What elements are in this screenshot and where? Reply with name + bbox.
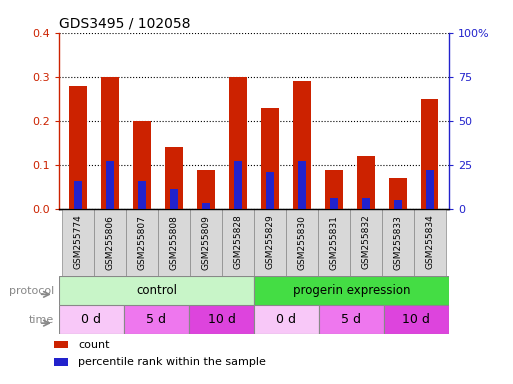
Text: GSM255834: GSM255834 bbox=[425, 215, 434, 270]
Bar bbox=[62, 209, 94, 276]
Bar bbox=[59, 305, 124, 334]
Bar bbox=[254, 209, 286, 276]
Text: 0 d: 0 d bbox=[82, 313, 102, 326]
Text: GSM255830: GSM255830 bbox=[298, 215, 306, 270]
Bar bbox=[382, 209, 413, 276]
Text: 10 d: 10 d bbox=[402, 313, 430, 326]
Text: count: count bbox=[78, 340, 110, 350]
Bar bbox=[126, 209, 158, 276]
Text: GSM255806: GSM255806 bbox=[106, 215, 114, 270]
Text: 5 d: 5 d bbox=[342, 313, 361, 326]
Text: GSM255828: GSM255828 bbox=[233, 215, 243, 270]
Bar bbox=[426, 170, 433, 209]
Bar bbox=[94, 209, 126, 276]
Bar bbox=[330, 198, 338, 209]
Bar bbox=[158, 209, 190, 276]
Text: progerin expression: progerin expression bbox=[292, 285, 410, 297]
Bar bbox=[190, 209, 222, 276]
Bar bbox=[384, 305, 449, 334]
Bar bbox=[413, 209, 446, 276]
Bar bbox=[189, 305, 254, 334]
Text: GSM255808: GSM255808 bbox=[169, 215, 179, 270]
Bar bbox=[362, 198, 370, 209]
Text: time: time bbox=[29, 314, 54, 325]
Bar bbox=[54, 341, 69, 349]
Bar bbox=[133, 121, 151, 209]
Bar bbox=[102, 77, 119, 209]
Bar bbox=[59, 276, 254, 305]
Bar bbox=[254, 305, 319, 334]
Bar bbox=[261, 108, 279, 209]
Text: GSM255829: GSM255829 bbox=[265, 215, 274, 270]
Bar bbox=[421, 99, 439, 209]
Text: control: control bbox=[136, 285, 177, 297]
Bar bbox=[298, 161, 306, 209]
Text: 0 d: 0 d bbox=[277, 313, 297, 326]
Bar bbox=[138, 180, 146, 209]
Text: protocol: protocol bbox=[9, 286, 54, 296]
Text: GSM255774: GSM255774 bbox=[74, 215, 83, 270]
Bar bbox=[124, 305, 189, 334]
Bar bbox=[165, 147, 183, 209]
Bar bbox=[254, 276, 449, 305]
Bar bbox=[202, 203, 210, 209]
Bar bbox=[54, 359, 69, 366]
Bar bbox=[389, 179, 406, 209]
Bar bbox=[325, 170, 343, 209]
Text: 10 d: 10 d bbox=[207, 313, 235, 326]
Bar bbox=[69, 86, 87, 209]
Bar bbox=[394, 200, 402, 209]
Bar bbox=[74, 180, 82, 209]
Text: GSM255832: GSM255832 bbox=[361, 215, 370, 270]
Bar bbox=[197, 170, 215, 209]
Text: GSM255809: GSM255809 bbox=[202, 215, 210, 270]
Bar bbox=[222, 209, 254, 276]
Bar bbox=[234, 161, 242, 209]
Bar bbox=[357, 156, 374, 209]
Bar bbox=[350, 209, 382, 276]
Bar bbox=[106, 161, 114, 209]
Bar bbox=[266, 172, 274, 209]
Bar bbox=[286, 209, 318, 276]
Bar bbox=[229, 77, 247, 209]
Text: percentile rank within the sample: percentile rank within the sample bbox=[78, 357, 266, 367]
Bar bbox=[293, 81, 311, 209]
Bar bbox=[170, 189, 178, 209]
Text: GSM255833: GSM255833 bbox=[393, 215, 402, 270]
Text: 5 d: 5 d bbox=[147, 313, 166, 326]
Text: GSM255831: GSM255831 bbox=[329, 215, 339, 270]
Bar bbox=[319, 305, 384, 334]
Bar bbox=[318, 209, 350, 276]
Text: GSM255807: GSM255807 bbox=[137, 215, 147, 270]
Text: GDS3495 / 102058: GDS3495 / 102058 bbox=[59, 16, 190, 30]
